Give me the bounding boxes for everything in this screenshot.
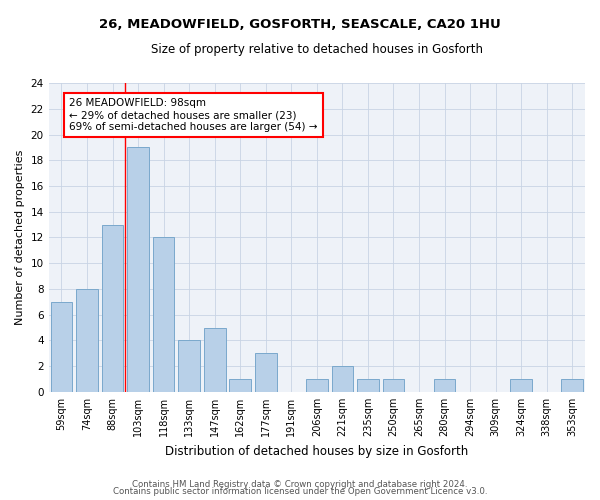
Text: Contains HM Land Registry data © Crown copyright and database right 2024.: Contains HM Land Registry data © Crown c… (132, 480, 468, 489)
Bar (101, 224, 124, 392)
Text: 26, MEADOWFIELD, GOSFORTH, SEASCALE, CA20 1HU: 26, MEADOWFIELD, GOSFORTH, SEASCALE, CA2… (99, 18, 501, 30)
Bar (306, 379, 328, 392)
Y-axis label: Number of detached properties: Number of detached properties (15, 150, 25, 325)
Bar (50, 302, 72, 392)
X-axis label: Distribution of detached houses by size in Gosforth: Distribution of detached houses by size … (165, 444, 469, 458)
Bar (562, 379, 583, 392)
Bar (204, 328, 226, 392)
Bar (434, 379, 455, 392)
Text: 26 MEADOWFIELD: 98sqm
← 29% of detached houses are smaller (23)
69% of semi-deta: 26 MEADOWFIELD: 98sqm ← 29% of detached … (69, 98, 317, 132)
Bar (357, 379, 379, 392)
Text: Contains public sector information licensed under the Open Government Licence v3: Contains public sector information licen… (113, 487, 487, 496)
Bar (76, 289, 98, 392)
Bar (383, 379, 404, 392)
Bar (510, 379, 532, 392)
Bar (229, 379, 251, 392)
Bar (255, 354, 277, 392)
Bar (127, 148, 149, 392)
Bar (178, 340, 200, 392)
Title: Size of property relative to detached houses in Gosforth: Size of property relative to detached ho… (151, 42, 483, 56)
Bar (332, 366, 353, 392)
Bar (153, 238, 175, 392)
